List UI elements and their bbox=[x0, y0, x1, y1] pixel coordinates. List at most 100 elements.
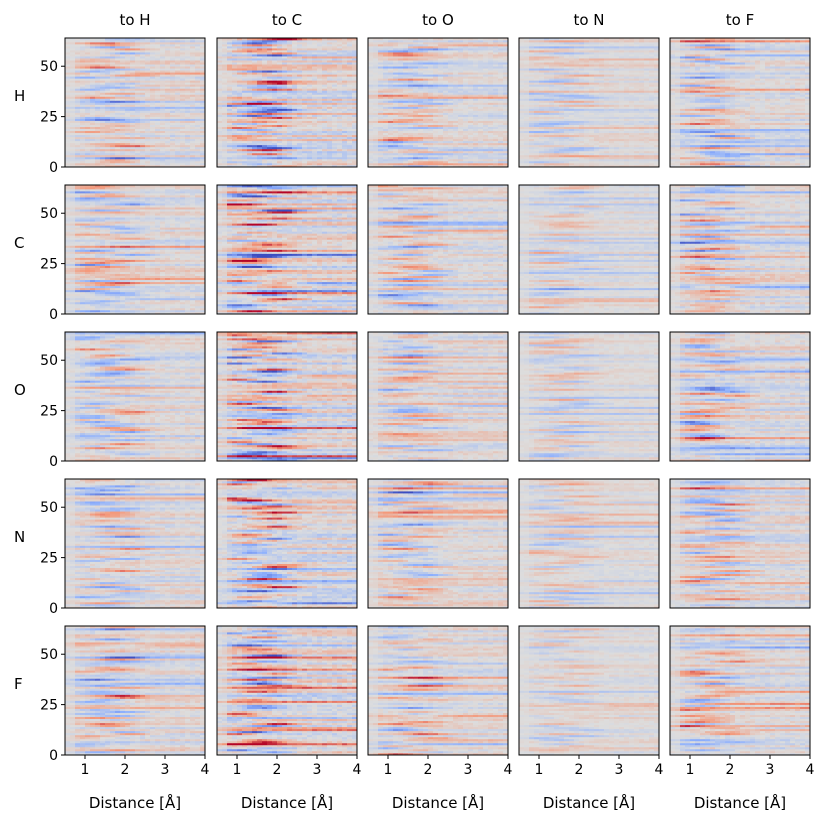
heatmap-cell bbox=[312, 126, 318, 130]
heatmap-cell bbox=[267, 112, 273, 115]
heatmap-cell bbox=[312, 56, 318, 59]
heatmap-cell bbox=[125, 158, 131, 162]
heatmap-cell bbox=[433, 74, 439, 77]
heatmap-cell bbox=[145, 134, 151, 138]
heatmap-cell bbox=[473, 98, 479, 101]
heatmap-cell bbox=[90, 44, 96, 47]
heatmap-cell bbox=[140, 82, 146, 85]
heatmap-cell bbox=[150, 88, 156, 91]
heatmap-cell bbox=[408, 86, 414, 89]
heatmap-cell bbox=[105, 92, 111, 95]
heatmap-cell bbox=[317, 108, 323, 111]
heatmap-cell bbox=[65, 42, 71, 45]
heatmap-cell bbox=[297, 88, 303, 91]
heatmap-cell bbox=[302, 108, 308, 111]
heatmap-cell bbox=[267, 138, 273, 142]
heatmap-cell bbox=[105, 70, 111, 73]
heatmap-cell bbox=[478, 138, 484, 142]
heatmap-cell bbox=[423, 72, 429, 75]
heatmap-cell bbox=[190, 48, 196, 51]
heatmap-cell bbox=[302, 154, 308, 158]
heatmap-cell bbox=[70, 64, 76, 67]
heatmap-cell bbox=[252, 140, 258, 144]
heatmap-cell bbox=[428, 126, 434, 130]
heatmap-cell bbox=[418, 122, 424, 125]
heatmap-cell bbox=[257, 56, 263, 59]
heatmap-cell bbox=[130, 130, 136, 134]
heatmap-cell bbox=[185, 128, 191, 132]
heatmap-cell bbox=[85, 104, 91, 107]
heatmap-cell bbox=[347, 106, 353, 109]
heatmap-cell bbox=[498, 88, 504, 91]
heatmap-cell bbox=[125, 128, 131, 132]
heatmap-cell bbox=[165, 112, 171, 115]
heatmap-cell bbox=[322, 106, 328, 109]
heatmap-cell bbox=[232, 144, 238, 148]
heatmap-cell bbox=[297, 64, 303, 67]
heatmap-cell bbox=[458, 156, 464, 160]
heatmap-cell bbox=[433, 68, 439, 71]
heatmap-cell bbox=[378, 78, 384, 81]
heatmap-cell bbox=[488, 70, 494, 73]
heatmap-cell bbox=[180, 72, 186, 75]
heatmap-cell bbox=[95, 100, 101, 103]
heatmap-cell bbox=[413, 82, 419, 85]
heatmap-cell bbox=[302, 156, 308, 160]
heatmap-cell bbox=[155, 88, 161, 91]
heatmap-cell bbox=[468, 92, 474, 95]
heatmap-cell bbox=[403, 74, 409, 77]
heatmap-cell bbox=[302, 80, 308, 83]
heatmap-cell bbox=[282, 54, 288, 57]
heatmap-cell bbox=[458, 146, 464, 150]
heatmap-cell bbox=[332, 86, 338, 89]
heatmap-cell bbox=[433, 148, 439, 152]
heatmap-cell bbox=[458, 142, 464, 146]
heatmap-cell bbox=[398, 76, 404, 79]
heatmap-cell bbox=[458, 128, 464, 132]
heatmap-cell bbox=[307, 126, 313, 130]
heatmap-cell bbox=[468, 78, 474, 81]
heatmap-cell bbox=[85, 70, 91, 73]
heatmap-cell bbox=[170, 44, 176, 47]
heatmap-cell bbox=[242, 78, 248, 81]
heatmap-cell bbox=[498, 122, 504, 125]
heatmap-cell bbox=[383, 156, 389, 160]
heatmap-cell bbox=[155, 118, 161, 121]
heatmap-cell bbox=[327, 146, 333, 150]
heatmap-cell bbox=[498, 136, 504, 140]
heatmap-cell bbox=[257, 90, 263, 93]
heatmap-cell bbox=[498, 156, 504, 160]
heatmap-cell bbox=[383, 72, 389, 75]
heatmap-cell bbox=[175, 124, 181, 127]
heatmap-cell bbox=[282, 76, 288, 79]
heatmap-cell bbox=[175, 112, 181, 115]
heatmap-cell bbox=[408, 136, 414, 140]
heatmap-cell bbox=[227, 46, 233, 49]
heatmap-cell bbox=[175, 130, 181, 134]
heatmap-cell bbox=[463, 108, 469, 111]
heatmap-cell bbox=[373, 128, 379, 132]
heatmap-cell bbox=[277, 86, 283, 89]
heatmap-cell bbox=[110, 84, 116, 87]
heatmap-cell bbox=[217, 126, 223, 130]
heatmap-cell bbox=[237, 142, 243, 146]
heatmap-cell bbox=[120, 80, 126, 83]
heatmap-cell bbox=[287, 102, 293, 105]
heatmap-cell bbox=[175, 154, 181, 158]
heatmap-cell bbox=[503, 158, 508, 162]
heatmap-cell bbox=[160, 102, 166, 105]
heatmap-cell bbox=[272, 104, 278, 107]
heatmap-cell bbox=[85, 106, 91, 109]
heatmap-cell bbox=[398, 156, 404, 160]
heatmap-cell bbox=[383, 154, 389, 158]
heatmap-cell bbox=[257, 70, 263, 73]
heatmap-cell bbox=[100, 100, 106, 103]
heatmap-cell bbox=[155, 52, 161, 55]
heatmap-cell bbox=[160, 128, 166, 132]
heatmap-cell bbox=[458, 88, 464, 91]
heatmap-cell bbox=[185, 138, 191, 142]
heatmap-cell bbox=[463, 132, 469, 136]
heatmap-cell bbox=[110, 132, 116, 136]
heatmap-cell bbox=[312, 114, 318, 117]
heatmap-cell bbox=[165, 148, 171, 152]
